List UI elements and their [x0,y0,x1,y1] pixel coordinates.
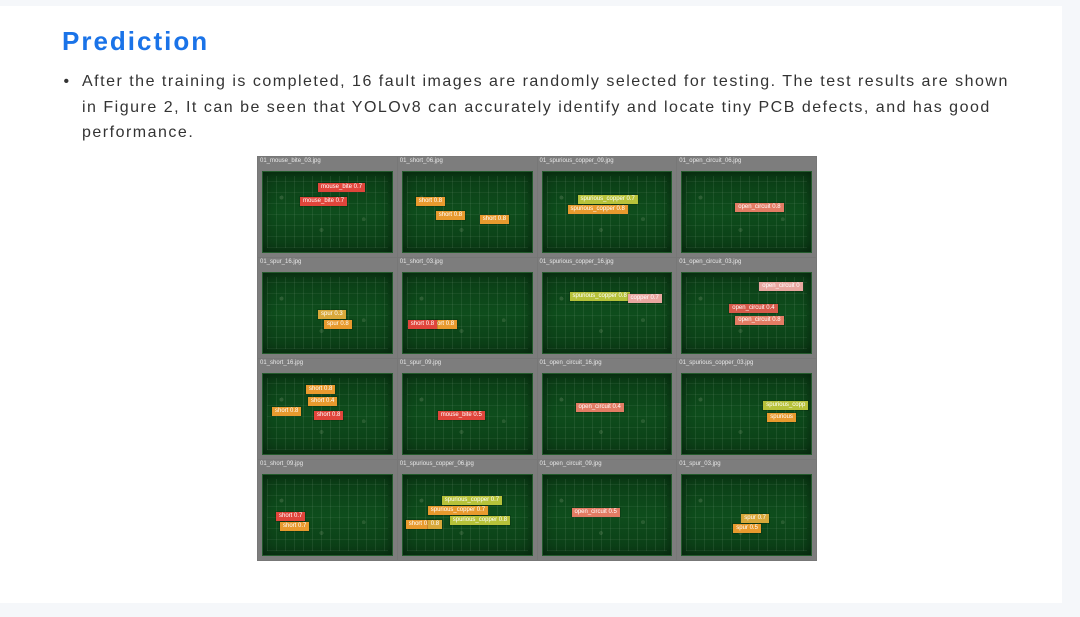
cell-filename: 01_mouse_bite_03.jpg [260,158,321,164]
detection-label: open_circuit 0.4 [576,403,624,412]
detection-label: open_circuit 0.4 [729,304,777,313]
detection-label: copper 0.7 [628,294,662,303]
detection-label: spur 0.7 [741,514,769,523]
detection-label: spurious_copper 0.7 [578,195,638,204]
detection-label: open_circuit 0 [759,282,802,291]
detection-label: short 0.7 [276,512,305,521]
detection-label: open_circuit 0.5 [572,508,620,517]
detection-label: mouse_bite 0.7 [300,197,347,206]
cell-filename: 01_spur_09.jpg [400,360,441,366]
detection-label: 0.8 [428,520,442,529]
detection-label: short 0.8 [272,407,301,416]
cell-filename: 01_short_03.jpg [400,259,443,265]
bullet-dot: • [62,69,72,146]
pcb-image [542,272,673,354]
grid-cell: 01_spur_16.jpgspur 0.3spur 0.8 [258,258,397,358]
detection-label: mouse_bite 0.5 [438,411,485,420]
grid-cell: 01_spurious_copper_16.jpg spurious_copper… [538,258,677,358]
detection-label: short 0.7 [280,522,309,531]
pcb-image [402,272,533,354]
detection-label: short 0.8 [480,215,509,224]
detection-label: open_circuit 0.8 [735,203,783,212]
detection-label: spur 0.5 [733,524,761,533]
detection-label: spurious_copper 0.8 [568,205,628,214]
cell-filename: 01_spur_16.jpg [260,259,301,265]
cell-filename: 01_short_16.jpg [260,360,303,366]
cell-filename: 01_spurious_copper_16.jpg [540,259,614,265]
detection-label: spur 0.3 [318,310,346,319]
cell-filename: 01_open_circuit_03.jpg [679,259,741,265]
detection-label: spur 0.8 [324,320,352,329]
grid-cell: 01_spurious_copper_09.jpg spurious_copper… [538,157,677,257]
slide-page: Prediction • After the training is compl… [0,6,1062,603]
bullet-text: After the training is completed, 16 faul… [82,69,1012,146]
detection-label: spurious_copp [763,401,808,410]
detection-label: mouse_bite 0.7 [318,183,365,192]
detection-label: short 0.4 [308,397,337,406]
detection-label: spurious_copper 0.8 [570,292,630,301]
grid-cell: 01_spurious_copper_06.jpg spurious_copper… [398,460,537,560]
pcb-image [542,373,673,455]
grid-cell: 01_open_circuit_03.jpg open_circuit 0 open… [677,258,816,358]
cell-filename: 01_spur_03.jpg [679,461,720,467]
cell-filename: 01_open_circuit_06.jpg [679,158,741,164]
detection-label: short 0.8 [306,385,335,394]
grid-cell: 01_spur_09.jpg mouse_bite 0.5 [398,359,537,459]
cell-filename: 01_open_circuit_09.jpg [540,461,602,467]
grid-cell: 01_mouse_bite_03.jpg mouse_bite 0.7 mouse_… [258,157,397,257]
grid-cell: 01_open_circuit_09.jpg open_circuit 0.5 [538,460,677,560]
detection-label: open_circuit 0.8 [735,316,783,325]
detection-label: spurious [767,413,796,422]
cell-filename: 01_short_09.jpg [260,461,303,467]
cell-filename: 01_spurious_copper_03.jpg [679,360,753,366]
grid-cell: 01_spurious_copper_03.jpg spurious_coppsp… [677,359,816,459]
pcb-image [402,171,533,253]
detection-label: spurious_copper 0.7 [428,506,488,515]
detection-label: spurious_copper 0.8 [450,516,510,525]
cell-filename: 01_spurious_copper_09.jpg [540,158,614,164]
grid-cell: 01_open_circuit_16.jpg open_circuit 0.4 [538,359,677,459]
cell-filename: 01_short_06.jpg [400,158,443,164]
detection-label: short 0.8 [416,197,445,206]
cell-filename: 01_spurious_copper_06.jpg [400,461,474,467]
grid-cell: 01_spur_03.jpgspur 0.7spur 0.5 [677,460,816,560]
grid-cell: 01_short_16.jpgshort 0.8 short 0.4 short 0… [258,359,397,459]
section-heading: Prediction [62,26,1012,57]
prediction-grid: 01_mouse_bite_03.jpg mouse_bite 0.7 mouse_… [257,156,817,561]
detection-label: short 0.8 [314,411,343,420]
bullet-item: • After the training is completed, 16 fa… [62,69,1012,146]
grid-cell: 01_open_circuit_06.jpg open_circuit 0.8 [677,157,816,257]
cell-filename: 01_open_circuit_16.jpg [540,360,602,366]
grid-cell: 01_short_06.jpgshort 0.8 short 0.8 short 0… [398,157,537,257]
detection-label: spurious_copper 0.7 [442,496,502,505]
detection-label: short 0.8 [436,211,465,220]
grid-cell: 01_short_03.jpgshort 0.8short 0.8 [398,258,537,358]
grid-cell: 01_short_09.jpgshort 0.7short 0.7 [258,460,397,560]
detection-label: short 0.8 [408,320,437,329]
